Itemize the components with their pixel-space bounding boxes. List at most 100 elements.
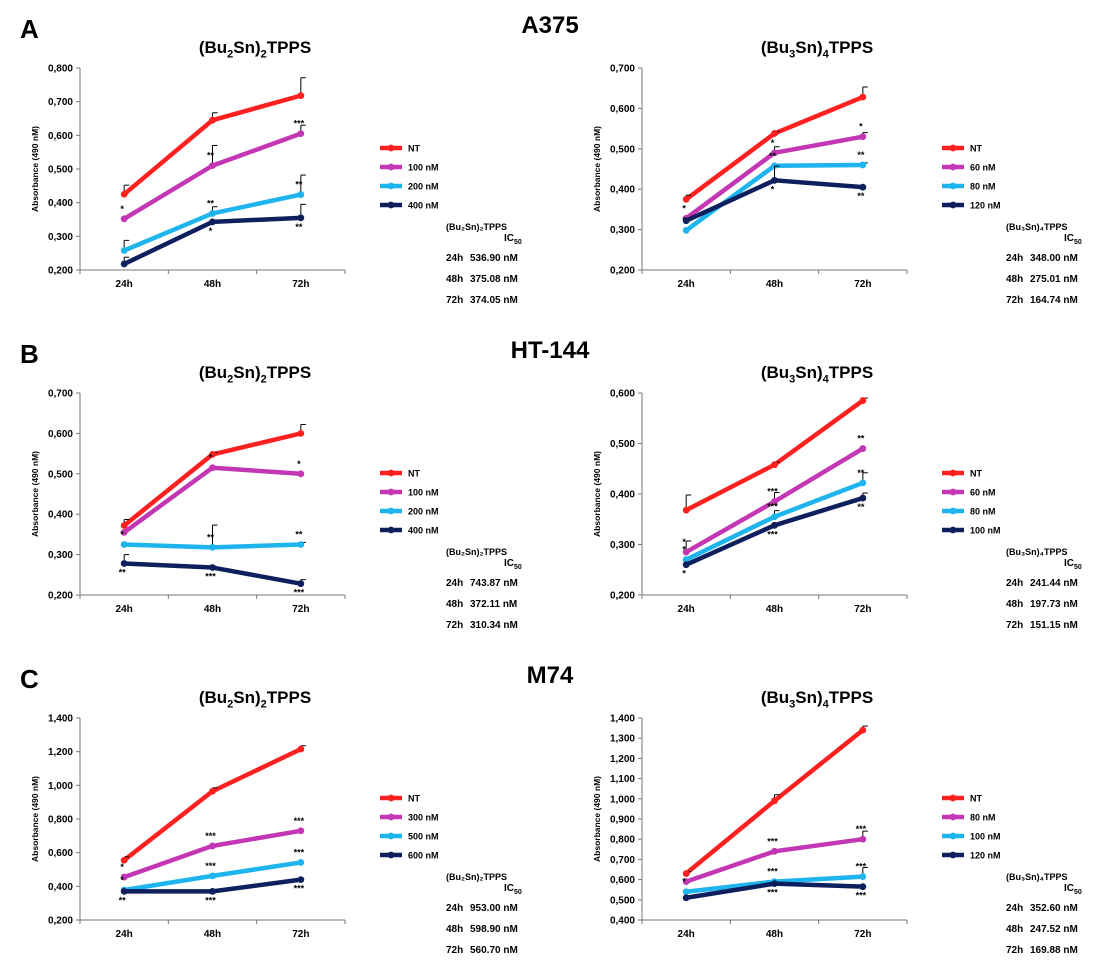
chart-title: (Bu3Sn)4TPPS [697,38,937,60]
ic50-row: 24h 348.00 nM [1006,248,1082,269]
data-point [771,513,778,521]
x-tick-label: 72h [854,929,871,940]
data-point [209,210,216,217]
title-subscript: 2 [260,698,267,711]
y-tick-label: 0,200 [48,591,73,602]
significance-mark: *** [767,529,778,539]
data-point [297,191,305,198]
data-point [120,887,128,895]
y-tick-label: 0,500 [48,165,73,176]
data-point [297,876,305,883]
y-tick-label: 1,200 [610,754,635,765]
significance-mark: ** [857,434,865,444]
legend-marker [387,526,395,534]
data-point [682,870,690,877]
title-part: TPPS [828,38,874,57]
title-part: TPPS [828,363,874,382]
significance-mark: ** [207,532,215,542]
chart-title: (Bu3Sn)4TPPS [697,688,937,710]
title-subscript: 3 [789,698,796,711]
ic50-row: 72h 374.05 nM [446,290,522,311]
y-tick-label: 0,600 [610,104,635,115]
significance-mark: *** [294,816,305,826]
data-point [297,859,305,866]
significance-mark: *** [856,824,867,834]
legend-label: 400 nM [408,201,439,211]
data-point [120,560,128,567]
panel-letter: A [20,14,39,44]
y-tick-label: 0,300 [48,550,73,561]
data-point [297,827,305,835]
data-point [771,498,778,505]
y-tick-label: 0,600 [610,875,635,886]
title-part: Sn) [233,38,261,57]
line-chart: 0,200 0,300 0,400 0,500 0,600 0,700 24h 48h 72h A… [30,389,439,616]
legend-marker [949,182,957,190]
title-subscript: 2 [260,373,267,386]
line-chart: 0,200 0,300 0,400 0,500 0,600 24h 48h 72h Absorb… [592,389,1001,616]
data-point [859,479,867,487]
significance-mark: ** [295,222,303,232]
legend-marker [949,813,957,821]
y-tick-label: 0,400 [610,916,635,927]
ic50-row: 72h 560.70 nM [446,940,522,961]
ic50-value: 169.88 nM [1030,945,1078,956]
x-tick-label: 24h [116,279,133,290]
y-tick-label: 0,400 [610,490,635,501]
ic50-row: 72h 151.15 nM [1006,615,1082,636]
data-point [209,787,216,795]
ic50-time: 48h [446,924,464,935]
data-point [682,217,690,225]
y-tick-label: 0,200 [610,266,635,277]
data-point [771,880,778,888]
y-tick-label: 0,200 [48,266,73,277]
data-point [859,835,867,843]
legend-label: 80 nM [970,813,996,823]
ic50-compound: (Bu₃Sn)₄TPPS [1006,547,1068,557]
legend-label: NT [970,144,982,154]
ic50-label: IC [1064,233,1074,244]
ic50-label: IC [1064,558,1074,569]
data-point [209,872,216,880]
ic50-time: 48h [1006,924,1024,935]
title-part: Sn) [795,688,823,707]
title-part: (Bu [198,38,228,57]
legend-label: 100 nM [408,488,439,498]
ic50-header: IC50 [1006,883,1082,898]
data-point [771,797,778,805]
data-point [209,564,216,571]
data-point [297,214,305,222]
y-tick-label: 0,500 [610,144,635,155]
x-tick-label: 24h [678,929,695,940]
significance-mark: *** [205,572,216,582]
title-subscript: 2 [227,698,234,711]
title-part: (Bu [760,38,790,57]
ic50-header: IC50 [1006,558,1082,573]
x-tick-label: 72h [292,279,309,290]
data-point [682,506,690,514]
y-tick-label: 0,400 [48,510,73,521]
x-tick-label: 24h [678,279,695,290]
data-point [209,464,216,472]
ic50-row: 48h 372.11 nM [446,594,522,615]
legend-marker [387,851,395,859]
legend-marker [387,469,395,477]
legend-marker [949,851,957,859]
y-tick-label: 1,200 [48,747,73,758]
legend-marker [387,163,395,171]
ic50-subscript: 50 [514,564,522,571]
y-tick-label: 0,300 [610,225,635,236]
significance-mark: * [859,122,863,132]
significance-mark: *** [767,867,778,877]
y-axis-label: Absorbance (490 nM) [592,126,602,212]
significance-mark: * [682,569,686,579]
ic50-value: 241.44 nM [1030,578,1078,589]
legend-label: 80 nM [970,182,996,192]
x-tick-label: 72h [292,604,309,615]
legend-label: 120 nM [970,201,1001,211]
y-tick-label: 0,400 [48,198,73,209]
ic50-compound: (Bu₃Sn)₄TPPS [1006,872,1068,882]
data-point [859,494,867,502]
significance-mark: *** [767,888,778,898]
significance-mark: * [209,453,213,463]
